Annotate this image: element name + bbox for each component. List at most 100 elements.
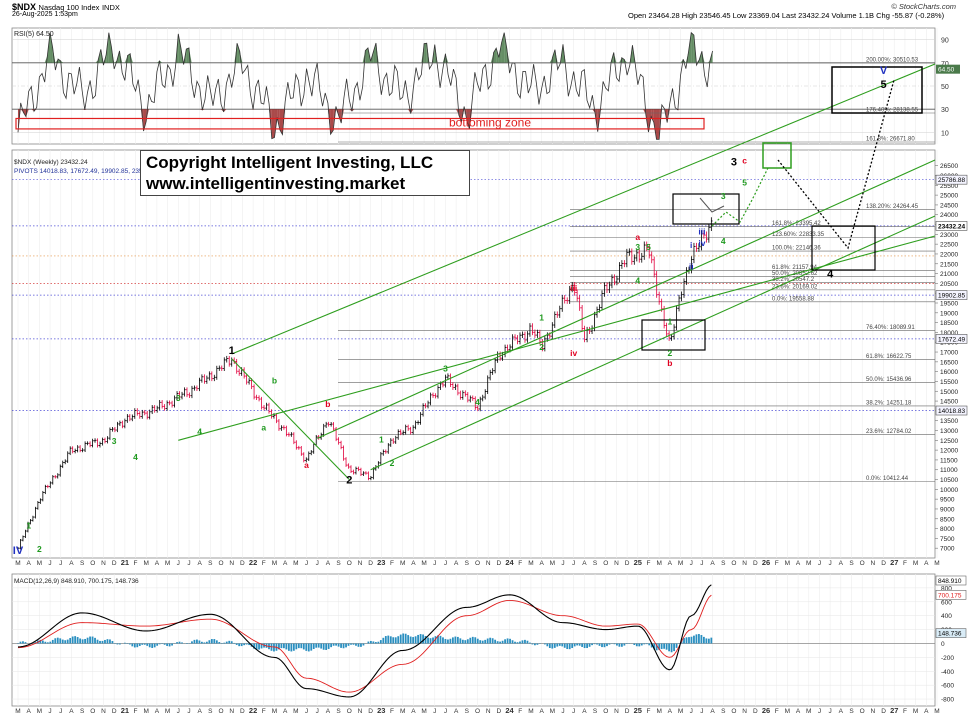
- x-tick-label: F: [390, 560, 394, 567]
- wave-label: 5: [646, 242, 651, 252]
- macd-histogram-bar: [616, 643, 618, 646]
- price-tag: 23432.24: [938, 223, 965, 230]
- macd-histogram-bar: [392, 637, 395, 644]
- x-tick-label: O: [860, 708, 865, 715]
- macd-histogram-bar: [342, 643, 345, 649]
- x-tick-label: O: [860, 560, 865, 567]
- macd-histogram-bar: [24, 642, 27, 644]
- macd-y-tick: -200: [941, 655, 954, 662]
- macd-tag: 148.736: [938, 631, 962, 638]
- macd-histogram-bar: [312, 643, 315, 650]
- price-tag: 25786.88: [938, 177, 965, 184]
- macd-tag-box: [935, 590, 967, 600]
- x-tick-label: N: [358, 708, 363, 715]
- macd-histogram-bar: [320, 643, 323, 649]
- macd-histogram-bar: [81, 639, 84, 644]
- x-tick-label: M: [678, 708, 683, 715]
- rsi-oversold-fill: [223, 109, 227, 112]
- macd-histogram-bar: [64, 640, 67, 644]
- macd-y-tick: 400: [941, 613, 952, 620]
- x-tick-label: F: [903, 708, 907, 715]
- macd-histogram-bar: [601, 643, 603, 648]
- x-tick-label: A: [539, 560, 544, 567]
- x-tick-label: J: [690, 708, 693, 715]
- macd-histogram-bar: [444, 638, 447, 644]
- rsi-oversold-fill: [271, 109, 275, 139]
- macd-histogram-bar: [290, 643, 293, 652]
- macd-histogram-bar: [171, 643, 173, 646]
- x-tick-label: N: [871, 708, 876, 715]
- x-tick-label: A: [155, 708, 160, 715]
- macd-histogram-bar: [456, 636, 459, 644]
- price-y-tick: 23000: [940, 232, 958, 239]
- fib-label: 161.8%: 23395.42: [772, 221, 821, 227]
- wave-label: 3: [721, 191, 726, 201]
- x-tick-label: M: [656, 708, 661, 715]
- macd-histogram-bar: [633, 643, 636, 646]
- x-tick-label: M: [293, 560, 298, 567]
- x-tick-label: M: [165, 708, 170, 715]
- rsi-oversold-fill: [335, 109, 339, 116]
- macd-histogram-bar: [332, 643, 335, 646]
- x-tick-label: A: [582, 560, 587, 567]
- macd-histogram-bar: [466, 639, 469, 644]
- wave-label: 2: [667, 348, 672, 358]
- bottoming-zone-box: [15, 117, 705, 130]
- macd-histogram-bar: [608, 643, 611, 645]
- x-tick-label: J: [177, 708, 180, 715]
- rsi-overbought-fill: [707, 60, 710, 63]
- x-tick-label: J: [829, 708, 832, 715]
- pane-frame-macd: [11, 573, 936, 707]
- macd-histogram-bar: [200, 641, 203, 644]
- macd-histogram-bar: [235, 643, 238, 645]
- x-tick-label: D: [112, 708, 117, 715]
- macd-histogram-bar: [665, 643, 668, 650]
- macd-histogram-bar: [670, 643, 673, 653]
- price-y-tick: 26500: [940, 163, 958, 170]
- macd-histogram-bar: [210, 639, 213, 644]
- macd-histogram-bar: [409, 636, 412, 644]
- rsi-overbought-fill: [554, 49, 558, 63]
- rsi-overbought-fill: [501, 32, 505, 63]
- price-y-tick: 19500: [940, 301, 958, 308]
- macd-histogram-bar: [69, 638, 72, 644]
- macd-histogram-bar: [94, 637, 96, 644]
- macd-histogram-bar: [519, 641, 521, 644]
- macd-histogram-bar: [606, 643, 608, 647]
- x-tick-label: A: [27, 560, 32, 567]
- price-y-tick: 18000: [940, 330, 958, 337]
- x-tick-label: 25: [634, 558, 642, 567]
- macd-histogram-bar: [330, 643, 333, 648]
- macd-histogram-bar: [459, 638, 462, 644]
- macd-histogram-bar: [128, 643, 131, 645]
- wave-label: 3: [443, 364, 448, 374]
- x-tick-label: F: [775, 708, 779, 715]
- macd-histogram-bar: [648, 643, 651, 646]
- macd-histogram-bar: [613, 643, 616, 645]
- rsi-oversold-fill: [656, 109, 660, 140]
- macd-histogram-bar: [141, 643, 144, 645]
- macd-histogram-bar: [702, 636, 705, 644]
- macd-histogram-bar: [663, 643, 666, 649]
- macd-tag-box: [935, 628, 967, 638]
- green-projection: [711, 167, 769, 227]
- x-tick-label: D: [368, 560, 373, 567]
- macd-histogram-bar: [248, 643, 251, 646]
- macd-histogram-bar: [382, 637, 385, 644]
- macd-histogram-bar: [278, 643, 280, 650]
- wave-label: a: [635, 232, 640, 242]
- x-tick-label: A: [839, 560, 844, 567]
- rsi-line: [17, 31, 713, 140]
- rsi-overbought-fill: [103, 54, 107, 63]
- wave-label: V: [880, 65, 888, 77]
- x-tick-label: D: [497, 708, 502, 715]
- price-y-tick: 12000: [940, 448, 958, 455]
- x-tick-label: M: [144, 560, 149, 567]
- wave5-target-box: [831, 66, 923, 114]
- x-tick-label: O: [731, 560, 736, 567]
- wave-label: iii: [698, 226, 705, 236]
- macd-histogram-bar: [516, 642, 519, 644]
- chart-date: 26-Aug-2025 1:53pm: [12, 11, 78, 18]
- macd-histogram-bar: [146, 643, 149, 646]
- x-tick-label: A: [582, 708, 587, 715]
